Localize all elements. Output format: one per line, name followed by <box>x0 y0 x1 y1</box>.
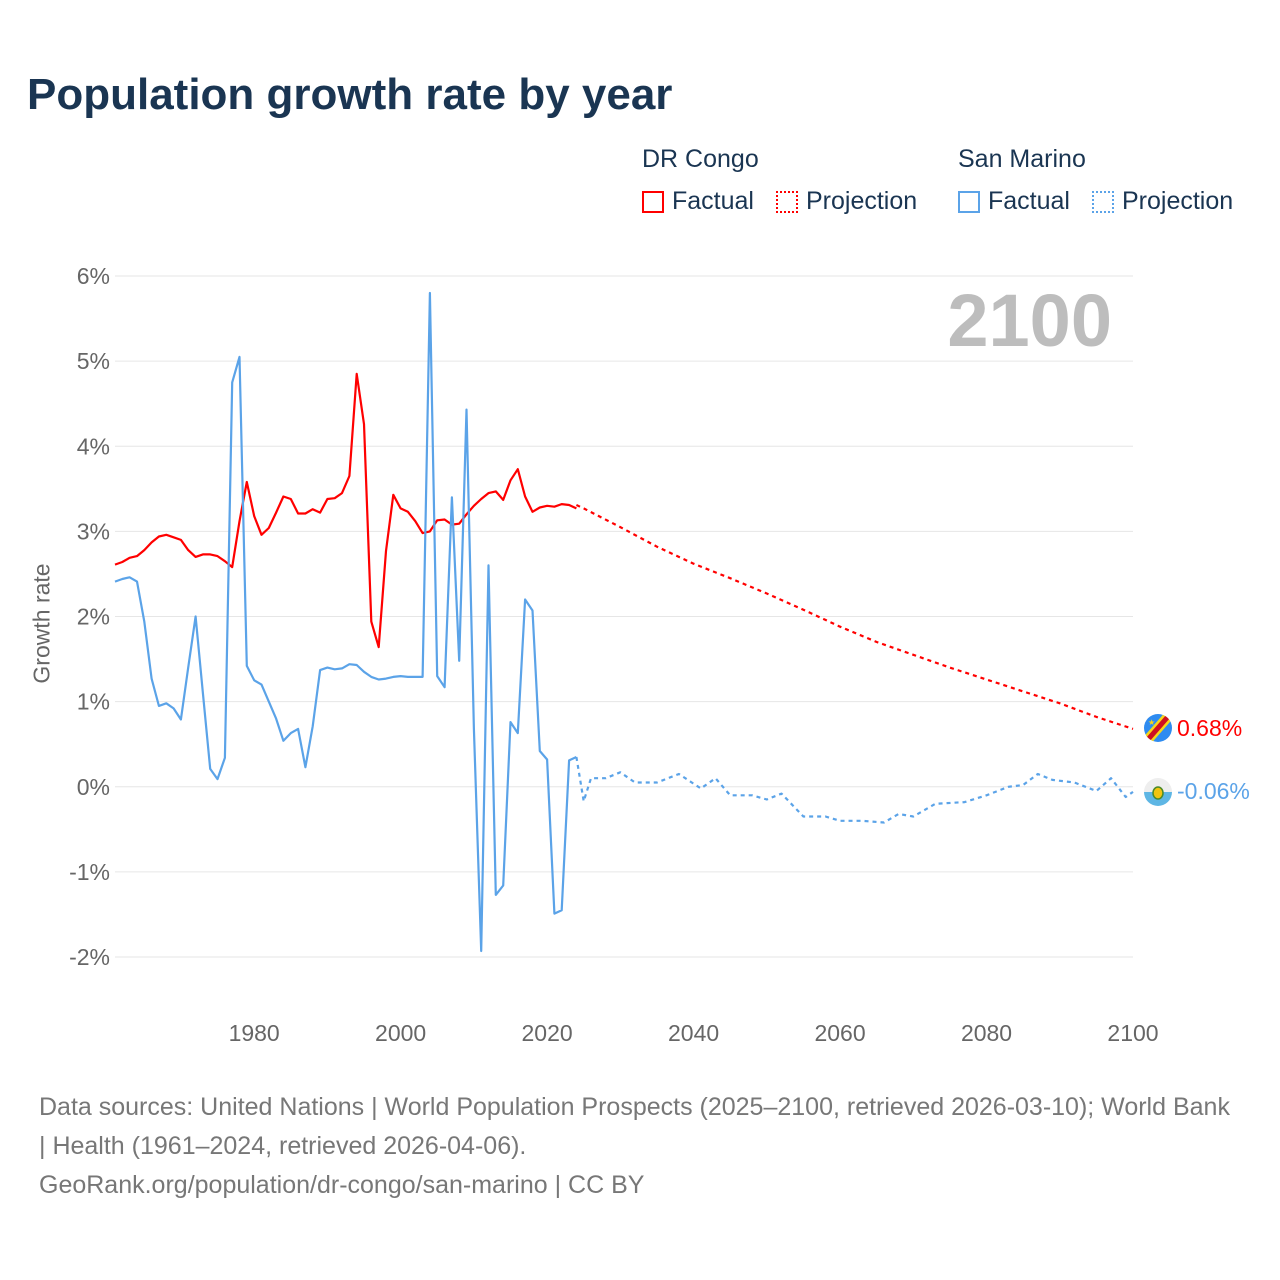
legend-dr-congo-projection[interactable]: Projection <box>776 187 917 216</box>
series-line-san-marino-factual <box>114 291 577 953</box>
y-tick-label: 2% <box>77 604 110 630</box>
flag-dr-congo-icon: ★ <box>1144 714 1172 742</box>
legend-swatch-solid <box>642 190 664 213</box>
line-chart: 6% 5% 4% 3% 2% 1% 0% -1% -2% 1980 2000 2020 2040 2060… <box>69 263 1250 1046</box>
x-tick-label: 2100 <box>1107 1020 1158 1046</box>
x-tick-label: 2060 <box>814 1020 865 1046</box>
source-link[interactable]: GeoRank.org/population/dr-congo/san-mari… <box>39 1171 645 1199</box>
series-line-san-marino-projection <box>575 756 1134 824</box>
x-tick-label: 2000 <box>375 1020 426 1046</box>
legend-san-marino-factual[interactable]: Factual <box>958 187 1070 216</box>
year-indicator: 2100 <box>947 279 1112 362</box>
legend-swatch-dotted <box>1092 190 1114 213</box>
y-tick-label: 0% <box>77 774 110 800</box>
source-text: Data sources: United Nations | World Pop… <box>39 1093 1230 1160</box>
x-tick-label: 2020 <box>522 1020 573 1046</box>
page-title: Population growth rate by year <box>27 70 673 119</box>
legend-swatch-solid <box>958 190 980 213</box>
y-tick-label: -2% <box>69 944 110 970</box>
x-tick-label: 2080 <box>961 1020 1012 1046</box>
legend-dr-congo-factual[interactable]: Factual <box>642 187 754 216</box>
y-tick-label: 5% <box>77 348 110 374</box>
y-tick-label: 1% <box>77 689 110 715</box>
legend-label: Factual <box>672 187 754 215</box>
series-line-dr-congo-projection <box>575 504 1134 730</box>
legend-group-dr-congo: DR Congo <box>642 145 759 173</box>
legend-swatch-dotted <box>776 190 798 213</box>
source-note: Data sources: United Nations | World Pop… <box>39 1088 1239 1205</box>
legend-label: Projection <box>806 187 918 215</box>
y-tick-label: 6% <box>77 263 110 289</box>
y-tick-label: 4% <box>77 433 110 459</box>
svg-text:★: ★ <box>1148 718 1155 727</box>
x-tick-label: 1980 <box>229 1020 280 1046</box>
series-line-dr-congo-factual <box>114 372 577 649</box>
end-label-san-marino: -0.06% <box>1177 778 1250 804</box>
legend-san-marino-projection[interactable]: Projection <box>1092 187 1233 216</box>
legend-label: Projection <box>1122 187 1234 215</box>
flag-san-marino-icon <box>1144 778 1172 806</box>
y-tick-label: -1% <box>69 859 110 885</box>
legend-group-san-marino: San Marino <box>958 145 1086 173</box>
y-tick-label: 3% <box>77 518 110 544</box>
x-tick-label: 2040 <box>668 1020 719 1046</box>
legend-label: Factual <box>988 187 1070 215</box>
end-label-dr-congo: 0.68% <box>1177 715 1242 741</box>
